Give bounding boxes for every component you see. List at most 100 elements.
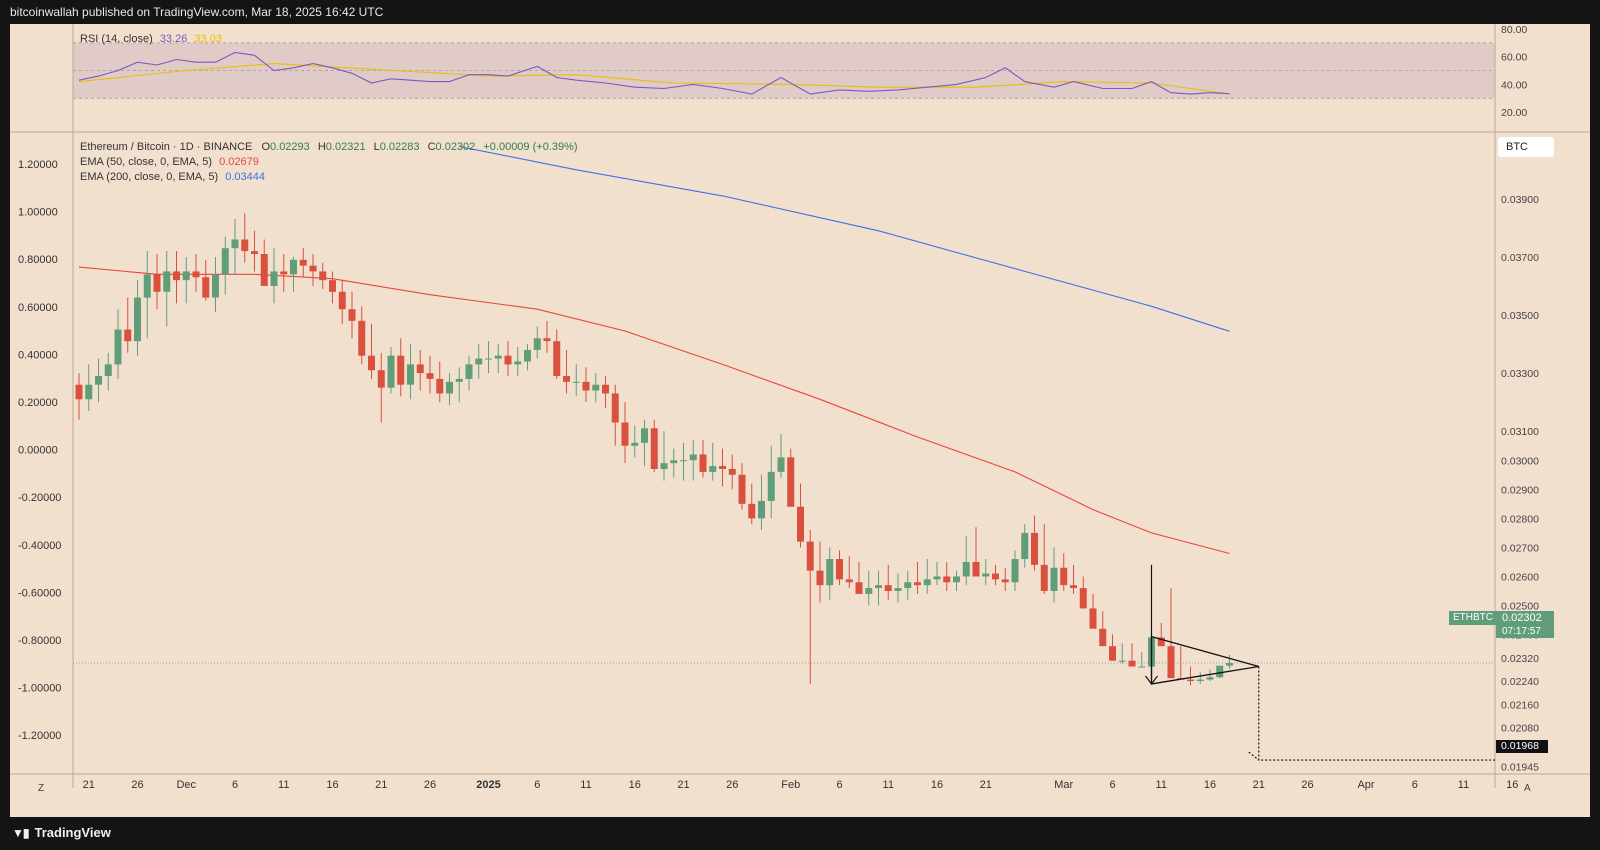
rsi-ma-legend-value: 33.03 [194,33,222,45]
rsi-legend-value: 33.26 [159,33,188,45]
close-value: 0.02302 [435,141,476,153]
candle-body [660,463,668,469]
candle-body [728,468,736,475]
time-axis-label: 21 [677,779,689,791]
candle-body [309,265,317,272]
time-axis-label: 16 [1506,779,1518,791]
pole-arrowhead [1145,675,1158,685]
ema50-label: EMA (50, close, 0, EMA, 5) [80,156,213,168]
left-axis-tick: -1.00000 [18,683,61,695]
candle-body [592,384,600,391]
rsi-line [78,51,1230,95]
time-axis-label: 21 [980,779,992,791]
rsi-axis-tick: 20.00 [1501,107,1527,119]
candle-body [436,378,444,394]
time-axis-label: Dec [176,779,196,791]
candle-body [465,364,473,379]
right-axis-tick: 0.02160 [1501,699,1539,711]
candle-body [1070,585,1077,589]
candle-body [251,251,258,255]
change-value: +0.00009 (+0.39%) [483,141,578,153]
open-value: 0.02293 [270,141,310,153]
ema50-legend: EMA (50, close, 0, EMA, 5) 0.02679 [80,156,259,169]
candle-body [641,428,648,443]
chart-area[interactable]: 1.20000 1.00000 0.80000 0.60000 0.40000 0.200… [10,24,1590,817]
candle-body [1109,646,1116,661]
currency-badge[interactable]: BTC [1498,137,1554,157]
candle-body [621,422,629,446]
left-axis-tick: -0.20000 [18,492,61,504]
candle-body [338,291,346,310]
candle-body [416,364,424,374]
candle-body [845,579,853,583]
candle-body [953,576,960,583]
candle-body [611,393,619,423]
candle-body [533,338,541,350]
high-label: H [317,141,326,153]
candle-body [241,239,249,252]
symbol-price-tag: ETHBTC [1449,611,1497,625]
time-axis-label: 21 [1253,779,1265,791]
right-axis-tick: 0.03700 [1501,252,1539,264]
left-axis-tick: 0.20000 [18,397,58,409]
time-axis-label: 6 [1412,779,1418,791]
candle-body [1011,559,1019,583]
candle-body [719,466,726,469]
chart-canvas[interactable]: 1.20000 1.00000 0.80000 0.60000 0.40000 0.200… [10,24,1590,817]
ema200-legend: EMA (200, close, 0, EMA, 5) 0.03444 [80,171,265,184]
time-axis-label: Mar [1054,779,1073,791]
candle-body [329,280,336,292]
rsi-axis-tick: 80.00 [1501,24,1527,36]
candle-body [475,358,483,365]
candle-body [826,559,834,586]
candle-body [163,271,171,292]
candle-body [95,376,102,385]
left-axis-tick: -0.80000 [18,635,61,647]
candle-body [134,297,141,342]
candle-body [446,381,453,394]
candle-body [143,274,151,298]
candle-body [270,271,278,286]
candle-body [923,579,931,586]
time-axis-label: 11 [1458,779,1469,791]
time-axis-label: 6 [232,779,238,791]
candle-body [426,373,434,379]
candle-body [1050,567,1058,591]
tradingview-logo-icon: ▼▮ [12,825,30,840]
left-axis-tick: -0.40000 [18,540,61,552]
candle-body [875,585,882,589]
candle-body [319,271,327,281]
candle-body [865,588,873,594]
candle-body [689,454,697,461]
candle-body [806,541,814,571]
time-axis-label: 11 [1156,779,1167,791]
time-axis-label: 6 [534,779,540,791]
auto-scale-right-button[interactable]: A [1524,783,1531,794]
candle-body [1089,608,1097,629]
candle-body [299,259,307,266]
auto-scale-left-button[interactable]: Z [38,783,45,794]
candle-body [816,570,824,586]
right-axis-tick: 0.02800 [1501,513,1539,525]
candle-body [124,329,132,342]
candle-body [553,341,561,377]
candle-body [358,320,366,356]
candle-body [485,358,492,360]
candle-body [348,309,356,321]
brand-name: TradingView [34,825,111,840]
candle-body [231,239,239,249]
candle-body [1021,532,1029,560]
candle-body [455,378,463,382]
candle-body [758,500,765,519]
time-axis-label: Apr [1357,779,1374,791]
candle-body [407,364,414,385]
candle-body [836,559,843,580]
candle-body [962,561,970,577]
tradingview-logo[interactable]: ▼▮ TradingView [12,825,111,840]
candle-body [582,381,590,391]
candle-body [377,370,385,388]
time-axis-label: 6 [836,779,842,791]
rsi-legend-label: RSI (14, close) [80,33,153,45]
right-axis-tick: 0.03000 [1501,455,1539,467]
right-axis-tick: 0.03300 [1501,368,1539,380]
